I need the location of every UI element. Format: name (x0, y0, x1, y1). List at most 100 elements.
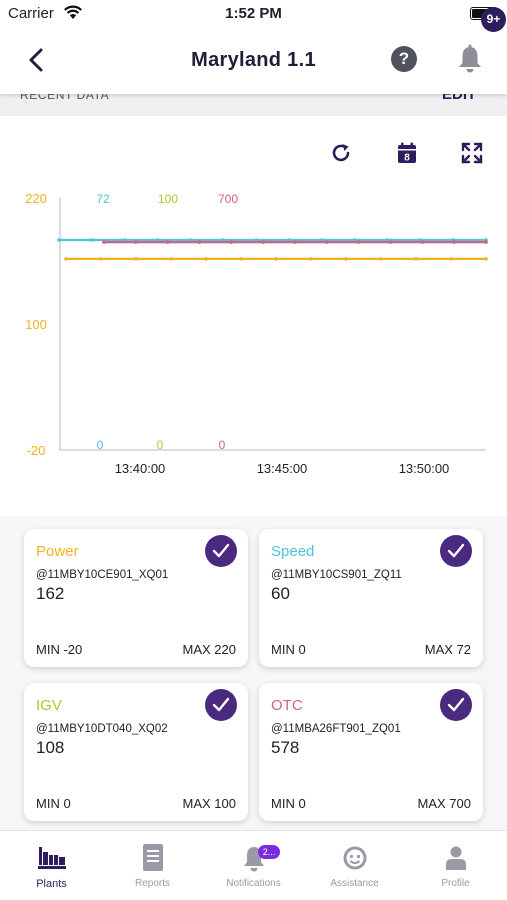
data-point (379, 257, 383, 261)
check-toggle[interactable] (205, 689, 237, 721)
tab-label: Profile (441, 878, 470, 889)
data-point (64, 257, 68, 261)
series-min-label: 0 (97, 438, 104, 452)
data-point (484, 257, 488, 261)
y-tick-label: 220 (25, 191, 47, 206)
data-point (309, 257, 313, 261)
checkmark-icon (212, 697, 230, 712)
tab-profile[interactable]: Profile (405, 831, 506, 900)
card-max: MAX 100 (182, 796, 236, 811)
data-point (197, 240, 202, 244)
card-min: MIN 0 (271, 642, 306, 657)
status-bar: Carrier 1:52 PM (0, 0, 507, 28)
carrier-label: Carrier (8, 5, 54, 22)
checkmark-icon (212, 543, 230, 558)
data-point (134, 257, 138, 261)
data-point (188, 238, 193, 242)
chart-panel (0, 116, 507, 516)
calendar-icon[interactable]: 8 (396, 142, 418, 164)
notification-count-badge: 9+ (481, 7, 506, 32)
data-point (385, 238, 390, 242)
card-tag: @11MBY10CS901_ZQ11 (271, 569, 402, 581)
data-point (420, 240, 425, 244)
data-point (388, 240, 393, 244)
series-max-label: 100 (158, 192, 178, 206)
data-point (274, 257, 278, 261)
data-point (261, 240, 265, 244)
data-point (221, 238, 226, 242)
data-point (134, 240, 138, 244)
data-point (287, 238, 291, 242)
card-value: 60 (271, 584, 290, 603)
data-point (254, 238, 258, 242)
data-point (325, 240, 329, 244)
x-tick-label: 13:40:00 (115, 461, 166, 476)
notifications-bell-icon[interactable] (456, 44, 484, 74)
fullscreen-icon[interactable] (461, 142, 483, 164)
series-min-label: 0 (219, 438, 226, 452)
data-point (293, 240, 297, 244)
card-title: IGV (36, 697, 62, 714)
card-title: Speed (271, 543, 315, 560)
back-button[interactable] (22, 45, 52, 75)
x-tick-label: 13:50:00 (399, 461, 450, 476)
calendar-day: 8 (404, 153, 410, 164)
plants-icon (38, 847, 66, 869)
notifications-badge: 2... (258, 845, 280, 859)
help-button[interactable]: ? (391, 46, 417, 72)
data-point (229, 240, 234, 244)
checkmark-icon (447, 543, 465, 558)
check-toggle[interactable] (440, 689, 472, 721)
check-toggle[interactable] (205, 535, 237, 567)
series-max-label: 700 (218, 192, 238, 206)
card-tag: @11MBY10CE901_XQ01 (36, 569, 169, 581)
data-point (90, 238, 94, 242)
card-min: MIN 0 (271, 796, 306, 811)
card-value: 162 (36, 584, 65, 603)
card-title: Power (36, 543, 79, 560)
data-point (102, 240, 106, 244)
data-point (99, 257, 103, 261)
tab-notifications[interactable]: 2... Notifications (203, 831, 304, 900)
card-value: 108 (36, 738, 65, 757)
tab-reports[interactable]: Reports (102, 831, 203, 900)
refresh-icon[interactable] (330, 142, 352, 164)
data-point (122, 238, 127, 242)
metric-card-speed[interactable]: Speed @11MBY10CS901_ZQ11 60 MIN 0 MAX 72 (259, 529, 483, 667)
tab-assistance[interactable]: Assistance (304, 831, 405, 900)
data-point (452, 240, 456, 244)
data-point (356, 240, 361, 244)
data-point (204, 257, 208, 261)
card-min: MIN 0 (36, 796, 71, 811)
data-point (169, 257, 173, 261)
y-tick-label: -20 (27, 443, 46, 458)
x-tick-label: 13:45:00 (257, 461, 308, 476)
metric-card-power[interactable]: Power @11MBY10CE901_XQ01 162 MIN -20 MAX… (24, 529, 248, 667)
data-point (239, 257, 243, 261)
tab-label: Notifications (226, 878, 281, 889)
bottom-tab-bar: Plants Reports 2... Notifications Assist… (0, 830, 507, 900)
profile-icon (446, 846, 466, 870)
card-max: MAX 72 (424, 642, 471, 657)
checkmark-icon (447, 697, 465, 712)
reports-icon (143, 844, 163, 871)
data-point (165, 240, 170, 244)
data-point (352, 238, 357, 242)
app-header: Maryland 1.1 ? (0, 28, 507, 94)
data-point (344, 257, 348, 261)
metric-card-otc[interactable]: OTC @11MBA26FT901_ZQ01 578 MIN 0 MAX 700 (259, 683, 483, 821)
y-tick-label: 100 (25, 317, 47, 332)
tab-plants[interactable]: Plants (1, 831, 102, 900)
data-point (57, 238, 61, 242)
card-min: MIN -20 (36, 642, 83, 657)
card-max: MAX 700 (417, 796, 471, 811)
data-point (449, 257, 453, 261)
card-value: 578 (271, 738, 300, 757)
card-max: MAX 220 (182, 642, 236, 657)
metric-card-igv[interactable]: IGV @11MBY10DT040_XQ02 108 MIN 0 MAX 100 (24, 683, 248, 821)
card-title: OTC (271, 697, 303, 714)
line-chart: 220 100 -20 13:40:00 13:45:00 13:50:00 72 100 70… (25, 191, 488, 476)
check-toggle[interactable] (440, 535, 472, 567)
page-title: Maryland 1.1 (191, 49, 316, 71)
tab-label: Assistance (330, 878, 379, 889)
